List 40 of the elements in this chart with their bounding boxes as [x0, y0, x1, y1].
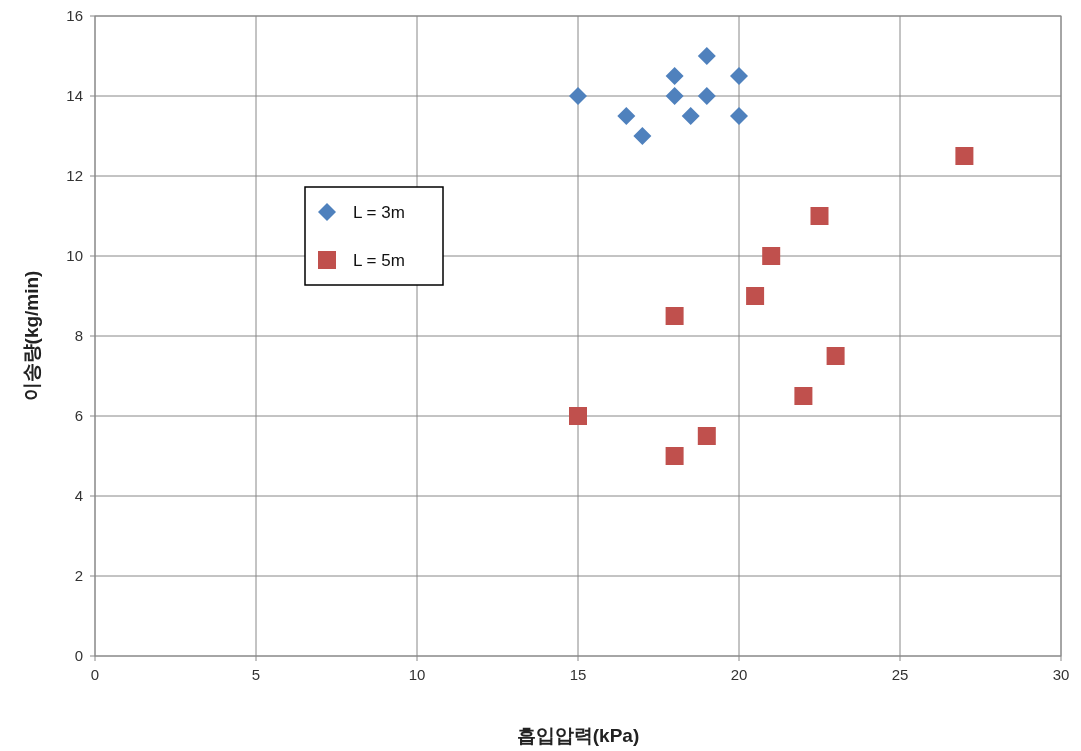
point	[665, 87, 684, 105]
point	[617, 107, 636, 125]
point	[794, 387, 813, 405]
point	[762, 247, 781, 265]
y-tick-label: 4	[74, 487, 83, 504]
x-tick-label: 0	[90, 666, 100, 683]
y-tick-label: 6	[74, 407, 83, 424]
point	[633, 127, 652, 145]
point	[730, 67, 748, 85]
y-tick-label: 12	[66, 167, 83, 184]
x-tick-label: 10	[408, 666, 426, 683]
x-tick-label: 5	[251, 666, 261, 683]
point	[697, 427, 716, 445]
y-tick-label: 16	[66, 7, 83, 24]
x-tick-label: 30	[1052, 666, 1070, 683]
point	[810, 207, 829, 225]
point	[826, 347, 845, 365]
x-tick-label: 25	[891, 666, 909, 683]
point	[730, 107, 748, 125]
point	[569, 87, 587, 105]
y-axis-title: 이송량(kg/min)	[21, 270, 42, 402]
y-tick-label: 10	[66, 247, 83, 264]
x-axis-title: 흡입압력(kPa)	[516, 725, 640, 746]
y-tick-label: 8	[74, 327, 83, 344]
point	[955, 147, 974, 165]
point	[746, 287, 765, 305]
x-tick-label: 20	[730, 666, 748, 683]
y-tick-label: 2	[74, 567, 83, 584]
y-tick-label: 14	[66, 87, 83, 104]
point	[665, 307, 684, 325]
point	[665, 67, 684, 85]
legend-label: L = 5m	[353, 251, 405, 270]
point	[697, 47, 716, 65]
point	[697, 87, 716, 105]
y-tick-label: 0	[74, 647, 83, 664]
point	[681, 107, 700, 125]
legend-label: L = 3m	[353, 203, 405, 222]
point	[665, 447, 684, 465]
x-tick-label: 15	[569, 666, 587, 683]
point	[569, 407, 587, 425]
